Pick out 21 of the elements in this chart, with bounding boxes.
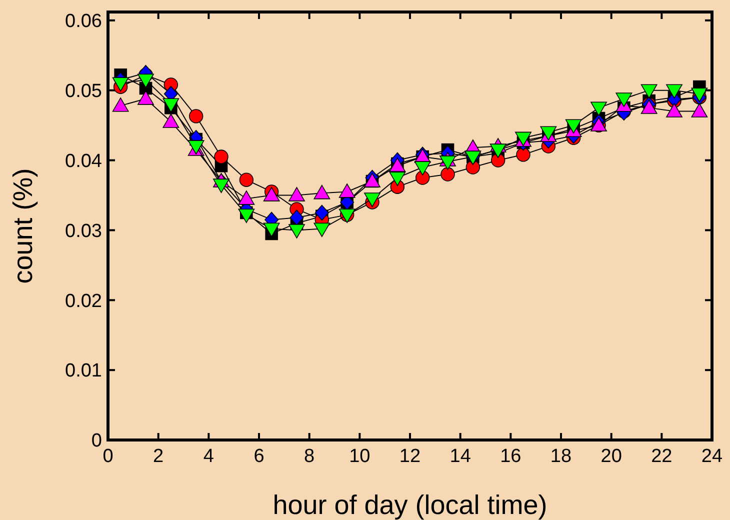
x-tick-label: 22 — [651, 446, 672, 467]
y-axis-title: count (%) — [8, 168, 38, 284]
y-tick-label: 0.03 — [65, 220, 102, 242]
x-tick-label: 2 — [153, 446, 164, 467]
x-tick-label: 12 — [399, 446, 421, 467]
y-tick-label: 0.05 — [65, 80, 102, 102]
x-tick-label: 18 — [550, 446, 572, 467]
x-tick-label: 20 — [600, 446, 622, 467]
x-tick-label: 10 — [349, 446, 370, 467]
x-tick-label: 4 — [203, 446, 214, 467]
x-tick-label: 24 — [701, 446, 723, 467]
x-axis-title: hour of day (local time) — [272, 490, 548, 520]
x-tick-label: 8 — [304, 446, 315, 467]
x-tick-label: 16 — [500, 446, 522, 467]
y-tick-label: 0 — [91, 430, 102, 452]
x-tick-label: 14 — [450, 446, 472, 467]
y-tick-label: 0.02 — [65, 290, 102, 312]
y-tick-label: 0.06 — [65, 11, 102, 32]
x-tick-label: 6 — [254, 446, 264, 467]
y-tick-label: 0.04 — [65, 150, 102, 172]
y-tick-label: 0.01 — [65, 360, 102, 382]
